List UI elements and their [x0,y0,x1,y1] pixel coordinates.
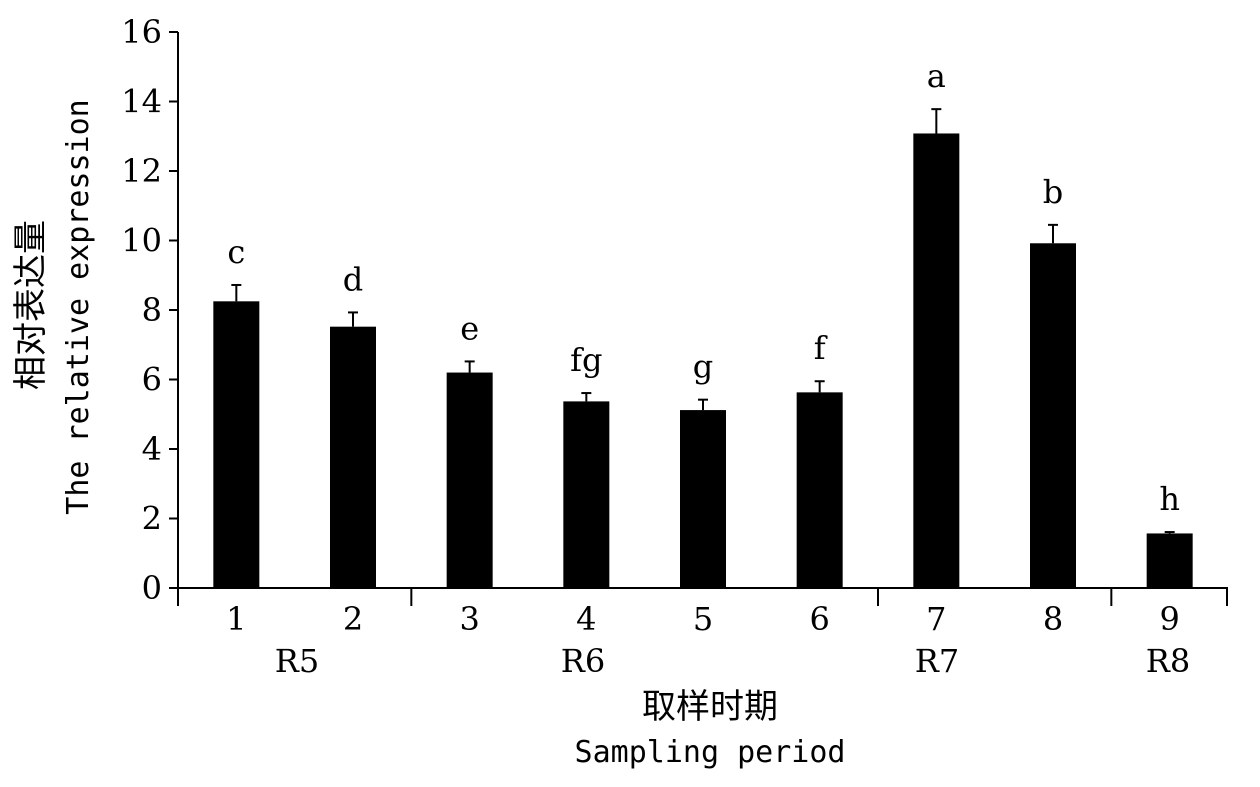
x-tick-label-3: 3 [459,600,479,638]
y-ticks: 0 2 4 6 8 10 12 14 16 [121,13,178,607]
bar-3 [446,372,493,588]
x-axis-label-en: Sampling period [575,735,846,770]
x-tick-label-4: 4 [576,600,596,638]
x-tick-labels: 1 2 3 4 5 6 7 8 9 [226,600,1180,638]
x-tick-label-7: 7 [926,600,946,638]
significance-label-5: g [693,348,713,386]
bar-6 [796,392,843,588]
y-axis-label-en: The relative expression [61,99,96,514]
y-tick-label: 14 [121,83,162,121]
x-tick-label-8: 8 [1043,600,1063,638]
group-labels: R5 R6 R7 R8 [275,642,1190,680]
group-label-R7: R7 [915,642,959,680]
y-tick-label: 12 [121,152,162,190]
y-tick-label: 0 [142,569,162,607]
significance-label-7: a [927,57,946,95]
group-label-R5: R5 [275,642,319,680]
bar-4 [563,401,610,588]
group-label-R6: R6 [561,642,605,680]
y-tick-label: 8 [142,291,162,329]
bar-2 [330,326,376,588]
y-tick-label: 2 [142,500,162,538]
bar-9 [1146,533,1193,588]
y-tick-label: 6 [142,361,162,399]
error-bars [231,108,1175,534]
bar-1 [213,301,260,588]
x-tick-label-5: 5 [693,600,713,638]
y-tick-label: 16 [121,13,162,51]
x-tick-label-6: 6 [809,600,829,638]
bar-5 [680,410,726,588]
x-tick-label-2: 2 [343,600,363,638]
y-tick-label: 10 [121,222,162,260]
significance-labels: c d e fg g f a b h [227,57,1180,518]
significance-label-8: b [1043,173,1063,211]
significance-label-4: fg [570,341,602,379]
group-label-R8: R8 [1146,642,1190,680]
significance-label-6: f [814,329,828,367]
significance-label-2: d [343,260,363,298]
bars [213,133,1193,588]
x-tick-label-9: 9 [1159,600,1179,638]
significance-label-9: h [1159,480,1180,518]
x-axis-label-cn: 取样时期 [642,687,778,727]
y-tick-label: 4 [142,430,162,468]
x-tick-label-1: 1 [226,600,246,638]
bar-7 [913,133,960,588]
significance-label-3: e [460,309,479,347]
bar-8 [1030,243,1076,588]
group-separator-ticks [177,588,1228,606]
significance-label-1: c [227,233,245,271]
y-axis-label-cn: 相对表达量 [11,220,51,390]
